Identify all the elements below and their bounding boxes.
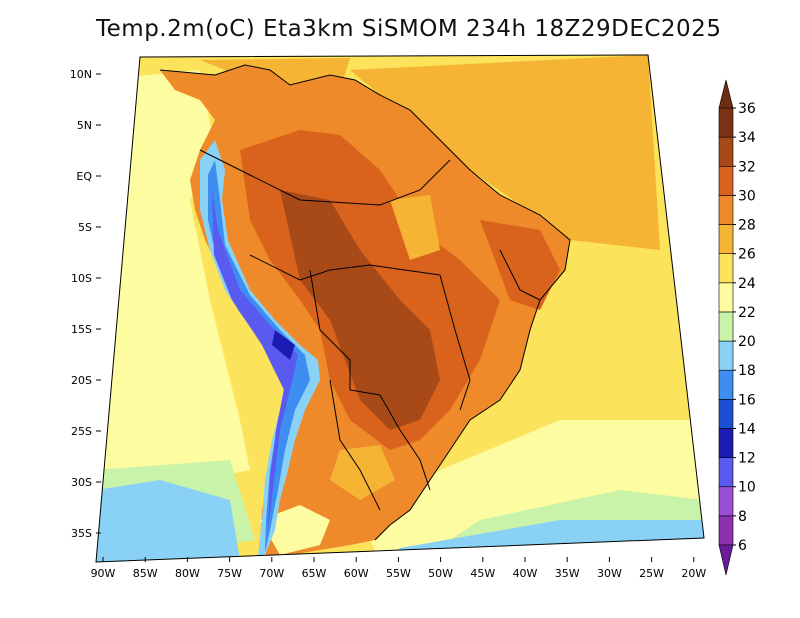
country-borders bbox=[159, 64, 571, 541]
lon-tick-label: 65W bbox=[302, 567, 327, 580]
lon-tick-label: 50W bbox=[428, 567, 453, 580]
colorbar-segment bbox=[718, 428, 734, 458]
lon-tick-label: 40W bbox=[513, 567, 538, 580]
colorbar-label: 16 bbox=[738, 392, 756, 408]
temperature-field bbox=[96, 55, 704, 562]
colorbar-segment bbox=[718, 369, 734, 400]
border-bolivia bbox=[309, 269, 381, 396]
colorbar-label: 36 bbox=[738, 101, 756, 117]
colorbar-segment bbox=[718, 457, 734, 488]
border-northeast bbox=[499, 249, 541, 301]
colorbar-segment bbox=[718, 107, 734, 138]
colorbar-segment bbox=[718, 340, 734, 371]
lat-tick-label: 25S bbox=[71, 425, 92, 438]
colorbar-label: 20 bbox=[738, 334, 756, 350]
lon-tick-label: 35W bbox=[555, 567, 580, 580]
colorbar-segment bbox=[718, 253, 734, 284]
lat-tick-label: 30S bbox=[71, 476, 92, 489]
border-central bbox=[249, 254, 441, 281]
northeast-hot bbox=[480, 220, 560, 310]
border-north bbox=[199, 149, 451, 206]
patagonia-patch bbox=[260, 505, 330, 555]
colorbar-segment bbox=[718, 486, 734, 517]
south-patch bbox=[330, 445, 395, 500]
lat-tick-label: 35S bbox=[71, 527, 92, 540]
colorbar-label: 10 bbox=[738, 480, 756, 496]
colorbar-label: 26 bbox=[738, 247, 756, 263]
lon-tick-label: 70W bbox=[259, 567, 284, 580]
colorbar-segment bbox=[718, 165, 734, 196]
colorbar-label: 8 bbox=[738, 509, 747, 525]
lat-tick-label: 5S bbox=[78, 221, 92, 234]
ocean-north-orange bbox=[350, 55, 660, 250]
colorbar-label: 28 bbox=[738, 218, 756, 234]
ocean-southwest-cool bbox=[96, 480, 240, 562]
colorbar-label: 22 bbox=[738, 305, 756, 321]
lat-tick-label: 10S bbox=[71, 272, 92, 285]
lon-tick-label: 60W bbox=[344, 567, 369, 580]
colorbar-bottom-arrow bbox=[718, 544, 734, 576]
colorbar-label: 24 bbox=[738, 276, 756, 292]
central-patch bbox=[390, 195, 440, 260]
border-brazil-inner bbox=[439, 274, 471, 411]
lon-tick-label: 55W bbox=[386, 567, 411, 580]
colorbar: 6 8 10 12 14 16 18 20 22 24 26 28 30 32 34 36 bbox=[718, 79, 756, 576]
colorbar-label: 34 bbox=[738, 130, 756, 146]
lat-tick-label: 15S bbox=[71, 323, 92, 336]
lon-tick-label: 25W bbox=[639, 567, 664, 580]
andes-cool bbox=[200, 140, 320, 555]
colorbar-label: 12 bbox=[738, 451, 756, 467]
lat-tick-label: 10N bbox=[70, 68, 92, 81]
interior-very-hot bbox=[280, 190, 440, 430]
colorbar-segment bbox=[718, 282, 734, 313]
colorbar-label: 18 bbox=[738, 363, 756, 379]
lat-tick-label: 20S bbox=[71, 374, 92, 387]
colorbar-top-arrow bbox=[718, 79, 734, 109]
latitude-axis: 10N 5N EQ 5S 10S 15S 20S 25S 30S 35S bbox=[70, 68, 101, 540]
lon-tick-label: 45W bbox=[470, 567, 495, 580]
colorbar-label: 32 bbox=[738, 159, 756, 175]
lon-tick-label: 75W bbox=[217, 567, 242, 580]
colorbar-label: 30 bbox=[738, 188, 756, 204]
coastline-east bbox=[159, 64, 571, 541]
longitude-axis: 90W 85W 80W 75W 70W 65W 60W 55W 50W 45W 40W 35W 30W 2… bbox=[91, 557, 706, 580]
lon-tick-label: 85W bbox=[133, 567, 158, 580]
map-frame bbox=[95, 54, 705, 563]
colorbar-segment bbox=[718, 399, 734, 429]
andes-coldest bbox=[272, 330, 295, 360]
lat-tick-label: 5N bbox=[77, 119, 92, 132]
colorbar-label: 6 bbox=[738, 538, 747, 554]
colorbar-segment bbox=[718, 311, 734, 342]
andes-colder bbox=[212, 190, 298, 530]
map-title: Temp.2m(oC) Eta3km SiSMOM 234h 18Z29DEC2… bbox=[96, 16, 722, 42]
colorbar-segment bbox=[718, 224, 734, 254]
colorbar-segment bbox=[718, 136, 734, 167]
colorbar-segment bbox=[718, 515, 734, 546]
colorbar-segment bbox=[718, 195, 734, 225]
lon-tick-label: 20W bbox=[681, 567, 706, 580]
lon-tick-label: 90W bbox=[91, 567, 116, 580]
colorbar-label: 14 bbox=[738, 421, 756, 437]
lon-tick-label: 30W bbox=[597, 567, 622, 580]
lon-tick-label: 80W bbox=[175, 567, 200, 580]
border-argentina bbox=[329, 379, 381, 511]
border-paraguay bbox=[379, 394, 431, 491]
lat-tick-label: EQ bbox=[76, 170, 92, 183]
